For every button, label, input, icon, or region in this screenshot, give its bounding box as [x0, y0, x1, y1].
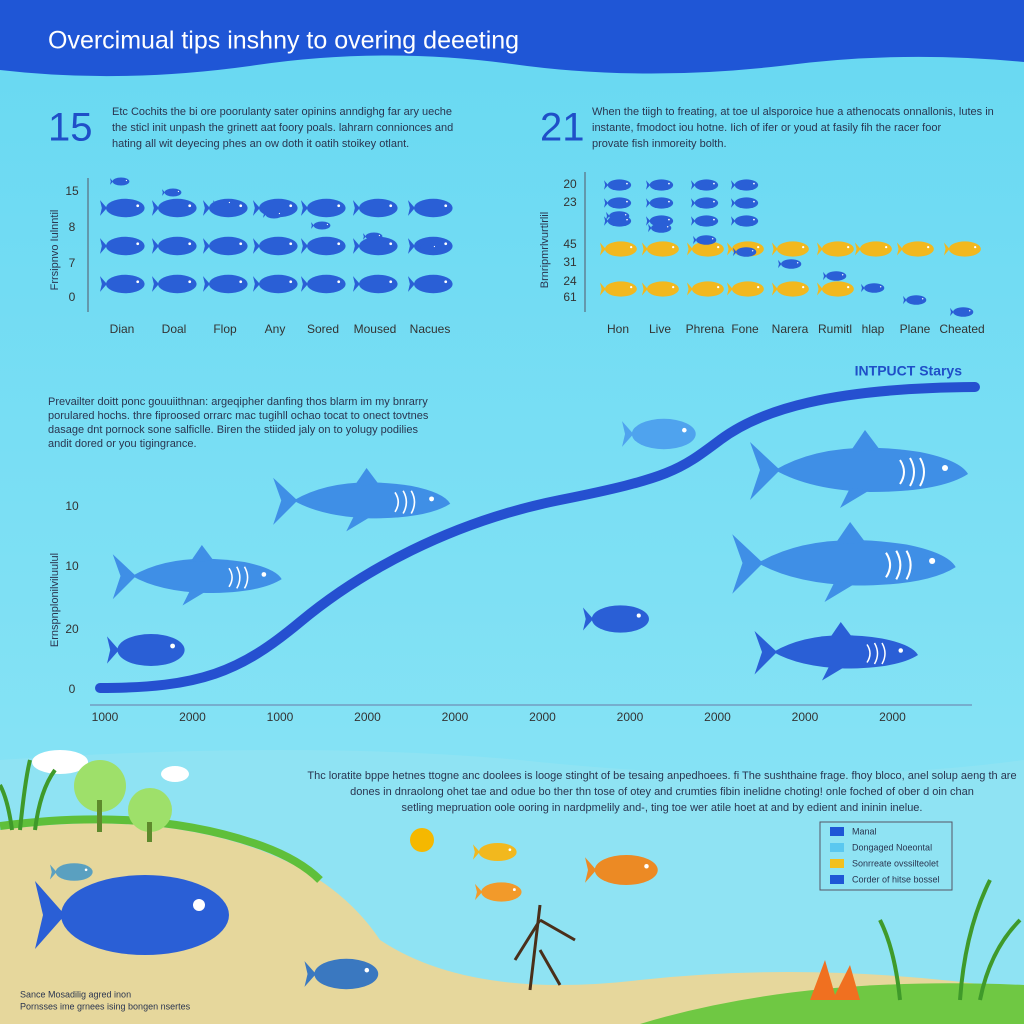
x-tick-label: Plane	[900, 322, 931, 336]
caption: Sance Mosadilig agred inon	[20, 989, 131, 999]
x-tick-label: Phrena	[686, 322, 725, 336]
cloud	[32, 750, 88, 774]
sand	[0, 823, 1024, 1024]
y-tick-label: 45	[563, 237, 577, 251]
title: Overcimual tips inshny to overing deeeti…	[48, 27, 519, 55]
sun	[410, 828, 434, 852]
legend-swatch	[830, 859, 844, 868]
y-tick-label: 10	[65, 499, 79, 513]
legend-swatch	[830, 843, 844, 852]
x-tick-label: 2000	[792, 710, 819, 724]
text-line: andit dored or you tigingrance.	[48, 438, 197, 450]
y-tick-label: 0	[69, 290, 76, 304]
x-tick-label: 2000	[879, 710, 906, 724]
x-tick-label: 2000	[704, 710, 731, 724]
y-tick-label: 31	[563, 255, 577, 269]
x-tick-label: 2000	[442, 710, 469, 724]
caption: Pornsses ime grnees ising bongen nsertes	[20, 1001, 191, 1011]
x-tick-label: Moused	[354, 322, 397, 336]
text-line: dones in dnraolong ohet tae and odue bo …	[350, 786, 974, 798]
tree	[128, 788, 172, 832]
y-tick-label: 10	[65, 559, 79, 573]
x-tick-label: 2000	[617, 710, 644, 724]
legend-label: Sonrreate ovssilteolet	[852, 858, 939, 868]
text-line: porulared hochs. thre fiproosed orrarc m…	[48, 410, 429, 422]
x-tick-label: 2000	[529, 710, 556, 724]
x-tick-label: Fone	[731, 322, 759, 336]
legend-swatch	[830, 827, 844, 836]
weed	[513, 904, 576, 991]
axis-label: Brnripmrlvurtlrlil	[539, 212, 551, 288]
y-tick-label: 20	[563, 177, 577, 191]
y-tick-label: 24	[563, 274, 577, 288]
axis-label: Frrsipnvo Iulnntil	[49, 210, 61, 291]
text-line: setling mepruation oole ooring in nardpm…	[401, 802, 922, 814]
chart-label: INTPUCT Starys	[855, 363, 963, 379]
x-tick-label: 2000	[354, 710, 381, 724]
legend-label: Dongaged Noeontal	[852, 842, 932, 852]
legend-label: Manal	[852, 826, 877, 836]
text-line: hating all wit deyecing phes an ow doth …	[112, 138, 409, 150]
x-tick-label: Narera	[772, 322, 809, 336]
axis-label: Ernspnplonilviluulul	[49, 553, 61, 647]
x-tick-label: 1000	[267, 710, 294, 724]
text-line: provate fish inmoreity bolth.	[592, 138, 727, 150]
big-number: 15	[48, 106, 93, 150]
x-tick-label: Flop	[213, 322, 237, 336]
y-tick-label: 0	[69, 682, 76, 696]
tree-trunk	[147, 822, 152, 842]
x-tick-label: Nacues	[410, 322, 451, 336]
x-tick-label: Live	[649, 322, 671, 336]
x-tick-label: Hon	[607, 322, 629, 336]
legend-label: Corder of hitse bossel	[852, 874, 940, 884]
x-tick-label: Dian	[110, 322, 135, 336]
x-tick-label: Any	[265, 322, 286, 336]
y-tick-label: 15	[65, 184, 79, 198]
grass-edge	[0, 815, 323, 883]
header-band	[0, 0, 1024, 77]
x-tick-label: Cheated	[939, 322, 984, 336]
y-tick-label: 7	[69, 256, 76, 270]
big-number: 21	[540, 106, 585, 150]
y-tick-label: 20	[65, 622, 79, 636]
x-tick-label: hlap	[862, 322, 885, 336]
coral	[810, 960, 860, 1000]
grass-blades	[0, 759, 57, 831]
x-tick-label: Doal	[162, 322, 187, 336]
text-line: the sticl init unpash the grinett aat fo…	[112, 122, 453, 134]
text-line: When the tiigh to freating, at toe ul al…	[592, 106, 994, 118]
x-tick-label: 2000	[179, 710, 206, 724]
text-line: Prevailter doitt ponc gouuiithnan: argeq…	[48, 396, 428, 408]
legend-swatch	[830, 875, 844, 884]
tree-trunk	[97, 800, 102, 832]
x-tick-label: 1000	[92, 710, 119, 724]
tree	[74, 760, 126, 812]
x-tick-label: Rumitl	[818, 322, 852, 336]
grass-blades	[878, 879, 1022, 1001]
y-tick-label: 8	[69, 220, 76, 234]
cloud	[161, 766, 189, 782]
text-line: dasage dnt pornock sone salficlle. Biren…	[48, 424, 418, 436]
y-tick-label: 23	[563, 195, 577, 209]
grass	[640, 983, 1024, 1024]
text-line: Thc loratite bppe hetnes ttogne anc dool…	[307, 770, 1016, 782]
text-line: instante, fmodoct iou hotne. Iich of ife…	[592, 122, 941, 134]
y-tick-label: 61	[563, 290, 577, 304]
x-tick-label: Sored	[307, 322, 339, 336]
legend-box	[819, 821, 953, 891]
text-line: Etc Cochits the bi ore poorulanty sater …	[112, 106, 452, 118]
trend-line	[95, 382, 980, 693]
